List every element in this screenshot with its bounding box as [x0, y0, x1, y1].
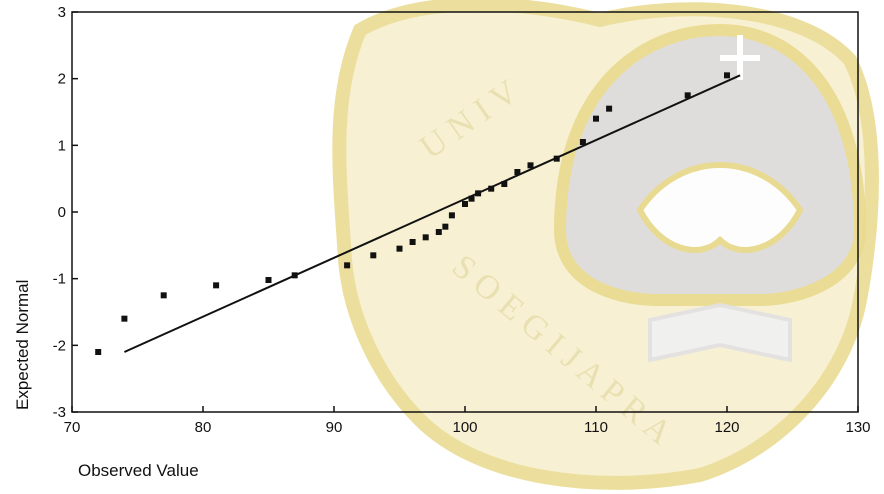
data-point — [291, 272, 298, 279]
x-axis-ticks: 70 80 90 100 110 120 130 — [64, 406, 871, 436]
x-tick-label: 130 — [845, 419, 870, 436]
fit-line-group — [123, 74, 741, 353]
x-tick-label: 90 — [326, 419, 343, 436]
x-tick-label: 70 — [64, 419, 81, 436]
y-tick-label: 0 — [58, 204, 66, 221]
university-seal-watermark: U N I V S O E G I J A P R A — [332, 0, 879, 490]
data-point — [121, 315, 128, 322]
y-axis-title: Expected Normal — [13, 280, 32, 410]
y-tick-label: 3 — [58, 4, 66, 21]
data-point — [265, 277, 272, 283]
data-point — [462, 201, 468, 207]
data-point — [527, 162, 534, 169]
data-point — [344, 262, 351, 269]
data-point — [442, 223, 449, 230]
x-tick-label: 100 — [452, 419, 477, 436]
data-point — [475, 190, 482, 197]
x-tick-label: 110 — [584, 419, 608, 436]
data-point — [370, 252, 377, 259]
data-point — [553, 155, 560, 162]
data-point — [213, 282, 220, 289]
x-tick-label: 80 — [195, 419, 212, 436]
y-axis-ticks: -3 -2 -1 0 1 2 3 — [53, 4, 78, 421]
data-point — [409, 239, 416, 245]
data-point — [501, 181, 508, 187]
data-points — [95, 72, 730, 355]
data-point — [422, 234, 429, 241]
data-point — [396, 245, 403, 252]
y-tick-label: 1 — [58, 137, 66, 154]
y-tick-label: -2 — [53, 337, 66, 354]
x-tick-label: 120 — [714, 419, 739, 436]
data-point — [579, 139, 586, 145]
seal-book — [648, 302, 792, 363]
data-point — [606, 105, 613, 112]
data-point — [468, 195, 475, 202]
data-point — [488, 185, 495, 192]
reference-line — [123, 74, 741, 353]
data-point — [95, 349, 102, 355]
y-tick-label: -3 — [53, 404, 66, 421]
data-point — [724, 72, 730, 79]
seal-lotus — [636, 162, 804, 253]
x-axis-title: Observed Value — [78, 461, 199, 480]
y-tick-label: -1 — [53, 271, 66, 288]
y-tick-label: 2 — [58, 71, 66, 88]
data-point — [684, 92, 691, 99]
data-point — [160, 292, 167, 299]
data-point — [435, 229, 442, 235]
data-point — [593, 115, 599, 122]
data-point — [448, 212, 455, 219]
data-point — [514, 169, 521, 175]
